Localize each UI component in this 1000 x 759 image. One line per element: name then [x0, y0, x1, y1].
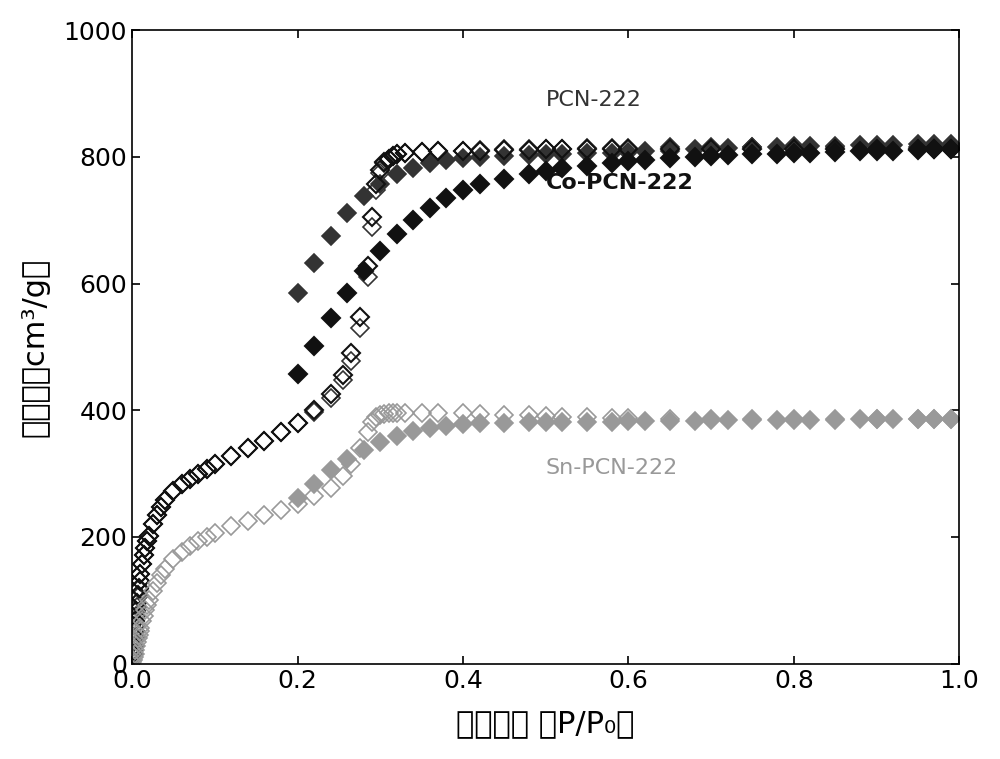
- Text: PCN-222: PCN-222: [546, 90, 642, 110]
- Y-axis label: 吸收量（cm³/g）: 吸收量（cm³/g）: [21, 257, 50, 436]
- Text: Co-PCN-222: Co-PCN-222: [546, 172, 693, 193]
- X-axis label: 相对压力 （P/P₀）: 相对压力 （P/P₀）: [456, 709, 635, 739]
- Text: Sn-PCN-222: Sn-PCN-222: [546, 458, 678, 477]
